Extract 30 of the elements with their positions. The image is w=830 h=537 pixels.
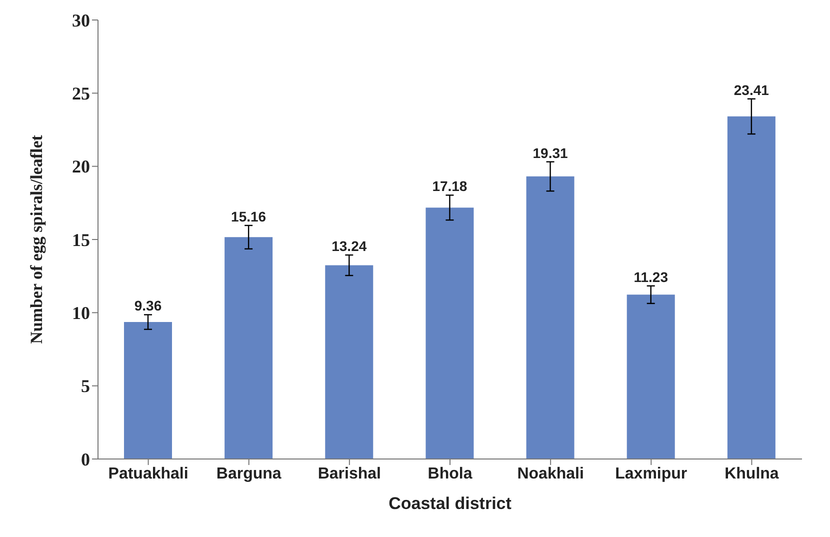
x-tick-label: Laxmipur (615, 465, 688, 482)
bar (526, 176, 574, 459)
data-label: 19.31 (532, 144, 568, 161)
y-tick-label: 15 (72, 230, 90, 250)
x-tick-label: Barguna (216, 465, 282, 482)
bar (426, 208, 474, 459)
y-tick-label: 25 (72, 84, 90, 104)
x-tick-label: Bhola (428, 465, 472, 482)
x-tick-label: Noakhali (517, 465, 584, 482)
data-label: 9.36 (134, 298, 162, 314)
data-label: 17.18 (432, 178, 468, 194)
y-tick-label: 20 (72, 156, 90, 177)
bar (124, 322, 172, 459)
data-label: 11.23 (634, 268, 668, 285)
x-axis-title: Coastal district (388, 494, 512, 513)
data-label: 15.16 (231, 208, 266, 224)
data-label: 23.41 (734, 82, 770, 98)
y-tick-label: 5 (81, 376, 90, 396)
y-tick-label: 0 (81, 449, 90, 470)
bar (325, 265, 374, 459)
y-axis-title: Number of egg spirals/leaflet (27, 134, 46, 344)
bar (727, 116, 776, 459)
data-label: 13.24 (332, 238, 367, 254)
y-tick-label: 30 (72, 10, 90, 30)
y-tick-label: 10 (72, 303, 90, 324)
bar (224, 237, 273, 459)
bar (626, 294, 675, 459)
x-tick-label: Khulna (724, 465, 779, 482)
x-tick-label: Barishal (318, 465, 381, 482)
x-tick-label: Patuakhali (108, 465, 188, 482)
